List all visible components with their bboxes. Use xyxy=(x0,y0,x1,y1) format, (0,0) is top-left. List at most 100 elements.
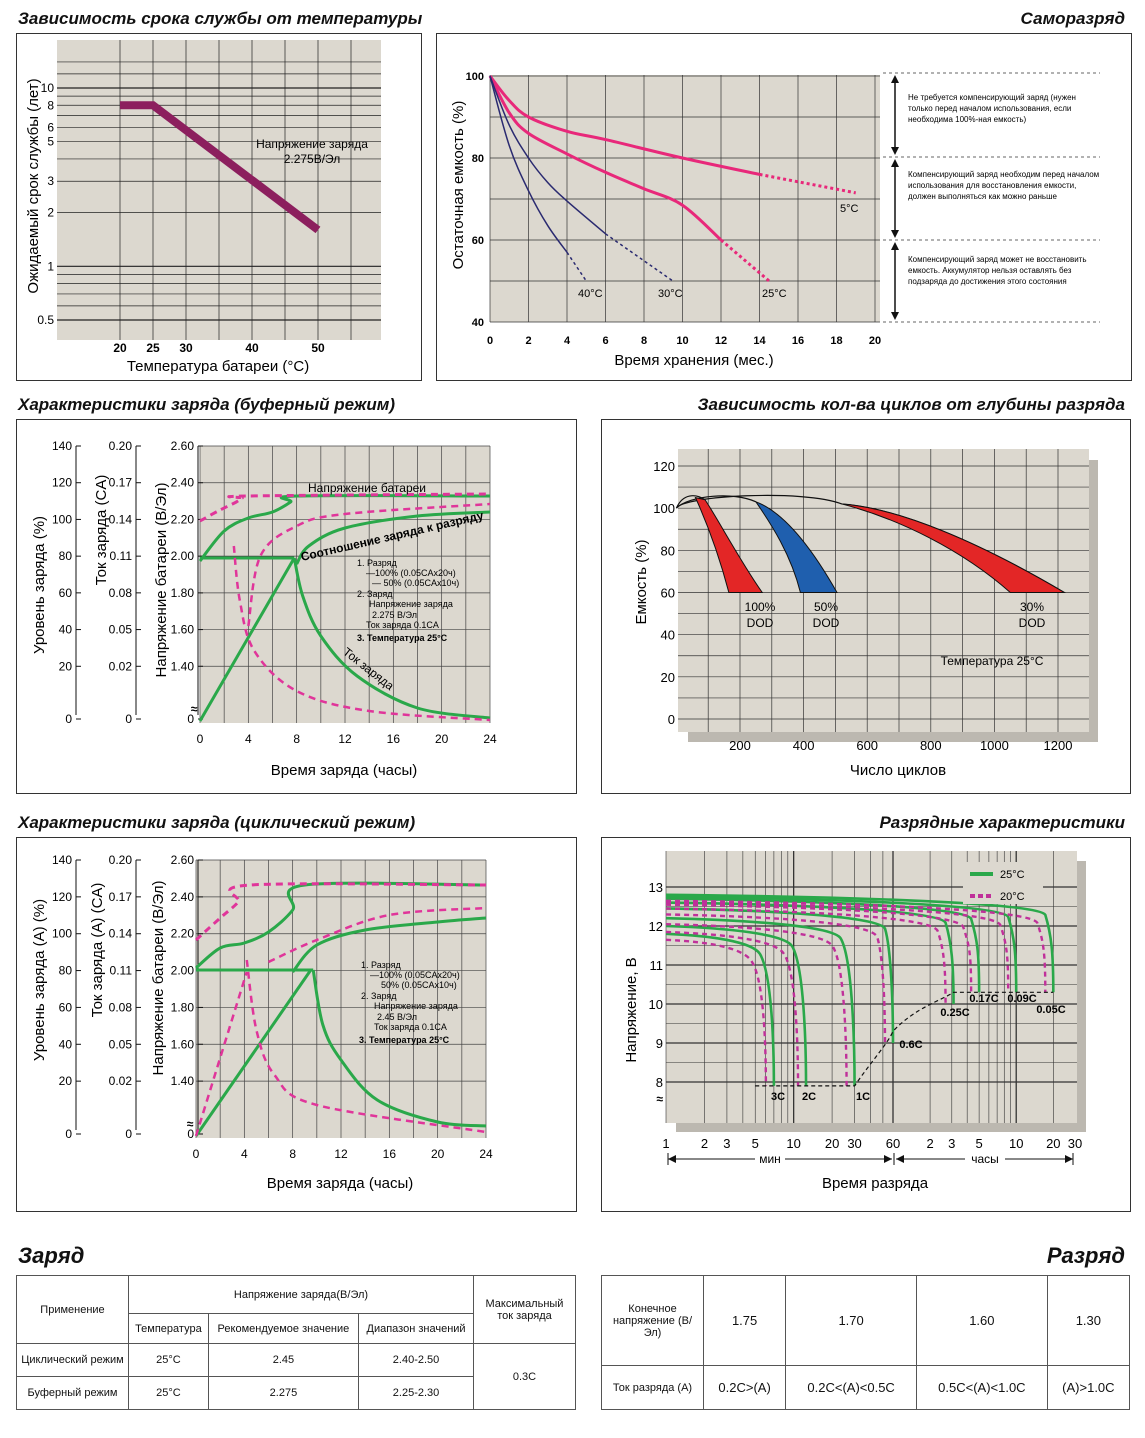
series-extrapolation xyxy=(605,233,674,282)
row-name: Циклический режим xyxy=(16,1343,129,1377)
y-tick-label: 0.11 xyxy=(110,549,133,563)
discharge-curve-25C-0.09C xyxy=(665,895,1018,993)
end-voltage-cell: 1.70 xyxy=(785,1274,917,1367)
dod-label: DOD xyxy=(1019,616,1046,630)
discharge-curve-25C-0.05C xyxy=(665,893,1055,993)
legend-entry: 3. Температура 25°C xyxy=(357,633,448,643)
y-tick-label: 20 xyxy=(59,1074,73,1088)
x-tick-label: 24 xyxy=(479,1147,493,1161)
note-text: Компенсирующий заряд необходим перед нач… xyxy=(908,170,1099,201)
y-tick-label: 40 xyxy=(472,317,484,329)
x-tick-label: 20 xyxy=(113,341,127,355)
discharge-heading: Разряд xyxy=(1046,1243,1125,1268)
row-temp: 25°C xyxy=(128,1376,209,1410)
y-tick-label: 0.14 xyxy=(109,512,133,526)
legend-entry: —100% (0.05CAx20ч) xyxy=(366,568,456,578)
dod-label: DOD xyxy=(813,616,840,630)
discharge-current-cell: 0.5C<(A)<1.0C xyxy=(915,1365,1048,1410)
x-axis-label: Время хранения (мес.) xyxy=(614,352,773,369)
note-text: Не требуется компенсирующий заряд (нужен… xyxy=(908,93,1076,124)
y-tick-label: 80 xyxy=(472,153,484,165)
y-tick-label: 2.40 xyxy=(171,890,195,904)
end-voltage-cell: 1.30 xyxy=(1046,1274,1131,1367)
series-line-5°C xyxy=(488,75,760,176)
col-recommended: Рекомендуемое значение xyxy=(207,1313,360,1344)
note-text: Компенсирующий заряд может не восстанови… xyxy=(908,255,1087,286)
rate-label: 1C xyxy=(856,1091,870,1103)
y-tick-label: 0 xyxy=(187,712,194,726)
legend-entry: 50% (0.05CAx10ч) xyxy=(381,980,457,990)
y-tick-label: 11 xyxy=(650,958,664,973)
x-tick-label: 24 xyxy=(483,732,497,746)
legend-entry: 2. Заряд xyxy=(357,589,393,599)
col-temperature: Температура xyxy=(128,1313,209,1344)
series-line-25°C xyxy=(488,75,723,242)
y-tick-label: 0.17 xyxy=(109,476,133,490)
discharge-curve-25C-2C xyxy=(665,924,808,1086)
y-tick-label: 1.60 xyxy=(171,1037,195,1051)
x-tick-label: 40 xyxy=(245,341,259,355)
y-tick-label: 0.05 xyxy=(109,1037,133,1051)
chart-title-discharge: Разрядные характеристики xyxy=(879,813,1125,832)
x-tick-label: 0 xyxy=(197,732,204,746)
max-current-value: 0.3C xyxy=(473,1343,576,1410)
end-voltage-line xyxy=(755,991,1054,1087)
x-tick-label: 20 xyxy=(431,1147,445,1161)
y-axis-label: Напряжение, В xyxy=(623,957,640,1062)
x-tick-label: 8 xyxy=(293,732,300,746)
note-arrow-head xyxy=(891,147,899,155)
series-charge-ratio-solid xyxy=(295,510,491,565)
y-tick-label: 0.05 xyxy=(109,623,133,637)
y-tick-label: 40 xyxy=(661,628,675,643)
y-tick-label: 0.02 xyxy=(109,1074,133,1088)
row-rec: 2.45 xyxy=(207,1343,360,1377)
series-label: 5°C xyxy=(840,203,859,215)
series-current-solid xyxy=(311,969,487,1128)
unit-span-arrow xyxy=(896,1155,904,1163)
y-tick-label: 40 xyxy=(59,623,73,637)
series-voltage-dashed xyxy=(199,492,491,523)
y-axis-label-current: Ток заряда (А) (CA) xyxy=(89,883,106,1018)
x-tick-label-h: 20 xyxy=(1046,1136,1060,1151)
y-tick-label: 60 xyxy=(661,586,675,601)
y-tick-label: 80 xyxy=(59,549,73,563)
x-tick-label: 50 xyxy=(311,341,325,355)
series-current-dashed xyxy=(232,545,491,722)
y-tick-label: 100 xyxy=(52,512,72,526)
x-tick-label-h: 2 xyxy=(926,1136,933,1151)
col-application: Применение xyxy=(16,1275,129,1344)
dod-band-30% xyxy=(841,503,1067,593)
series-extrapolation xyxy=(759,172,857,195)
end-voltage-cell: 1.75 xyxy=(702,1274,787,1367)
x-axis-label: Время заряда (часы) xyxy=(271,762,418,779)
x-tick-label: 600 xyxy=(856,738,878,753)
y-tick-label: 0 xyxy=(668,712,675,727)
y-tick-label: 100 xyxy=(653,501,675,516)
x-tick-label-min: 5 xyxy=(752,1136,759,1151)
envelope-100 xyxy=(675,495,706,509)
y-tick-label: 20 xyxy=(661,670,675,685)
label-battery-voltage: Напряжение батареи xyxy=(308,481,426,495)
row-range: 2.40-2.50 xyxy=(358,1343,474,1377)
legend-entry: Ток заряда 0.1CA xyxy=(366,620,439,630)
legend-entry: 3. Температура 25°C xyxy=(359,1035,450,1045)
x-tick-label-h: 30 xyxy=(1068,1136,1082,1151)
row-rec: 2.275 xyxy=(207,1376,360,1410)
y-tick-label: 0 xyxy=(125,712,132,726)
y-tick-label: 100 xyxy=(52,927,72,941)
y-tick-label: 80 xyxy=(59,964,73,978)
x-axis-label: Время разряда xyxy=(822,1175,929,1192)
rate-label: 0.25C xyxy=(940,1007,969,1019)
discharge-table: Конечное напряжение (В/Эл) 1.75 1.70 1.6… xyxy=(601,1274,1131,1410)
x-axis-label: Число циклов xyxy=(850,762,946,779)
y-tick-label: 8 xyxy=(47,98,54,112)
series-extrapolation xyxy=(720,238,771,283)
y-tick-label: 80 xyxy=(661,543,675,558)
legend-entry: Ток заряда 0.1CA xyxy=(374,1022,447,1032)
x-tick-label-min: 2 xyxy=(701,1136,708,1151)
y-tick-label: 5 xyxy=(47,135,54,149)
y-tick-label: 1.40 xyxy=(171,659,195,673)
